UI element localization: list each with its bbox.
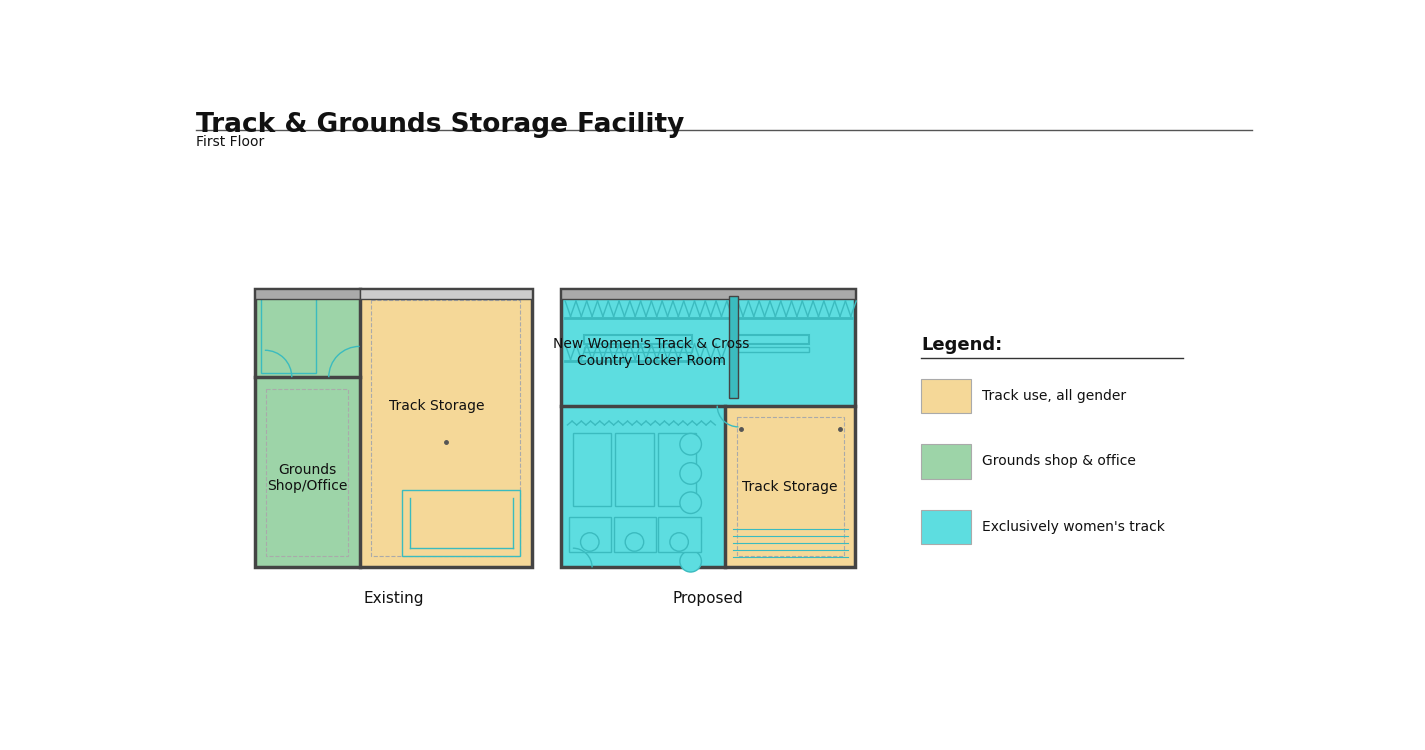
Bar: [561, 289, 855, 568]
Bar: [730, 296, 738, 398]
Circle shape: [580, 532, 598, 551]
Circle shape: [680, 492, 701, 514]
Bar: [261, 295, 316, 374]
Bar: [616, 433, 654, 506]
Text: Track use, all gender: Track use, all gender: [982, 388, 1127, 403]
Text: Track Storage: Track Storage: [389, 399, 485, 412]
Text: Proposed: Proposed: [673, 590, 744, 605]
Bar: [732, 334, 809, 344]
Bar: [569, 518, 611, 552]
Bar: [561, 289, 855, 406]
Text: Legend:: Legend:: [921, 337, 1002, 355]
Text: First Floor: First Floor: [195, 135, 264, 148]
Bar: [614, 518, 656, 552]
Bar: [921, 379, 970, 413]
Bar: [255, 289, 359, 299]
Bar: [370, 300, 520, 556]
Bar: [402, 490, 520, 556]
Bar: [921, 444, 970, 478]
Bar: [359, 289, 532, 299]
Circle shape: [626, 532, 644, 551]
Text: Grounds
Shop/Office: Grounds Shop/Office: [266, 463, 348, 494]
Bar: [725, 406, 855, 568]
Circle shape: [670, 532, 688, 551]
Bar: [921, 510, 970, 544]
Bar: [255, 289, 532, 568]
Bar: [561, 406, 725, 568]
Text: Exclusively women's track: Exclusively women's track: [982, 520, 1166, 533]
Circle shape: [680, 463, 701, 484]
Bar: [561, 289, 855, 299]
Bar: [732, 347, 809, 352]
Bar: [584, 347, 693, 352]
Bar: [266, 388, 348, 556]
Bar: [573, 433, 611, 506]
Bar: [657, 433, 695, 506]
Bar: [658, 518, 701, 552]
Bar: [584, 334, 693, 344]
Circle shape: [680, 521, 701, 543]
Text: Existing: Existing: [363, 590, 423, 605]
Bar: [255, 289, 359, 568]
Bar: [409, 498, 513, 548]
Text: Track Storage: Track Storage: [742, 479, 838, 494]
Circle shape: [680, 550, 701, 572]
Text: Track & Grounds Storage Facility: Track & Grounds Storage Facility: [195, 112, 684, 137]
Text: New Women's Track & Cross
Country Locker Room: New Women's Track & Cross Country Locker…: [553, 338, 750, 368]
Bar: [359, 289, 532, 568]
Text: Grounds shop & office: Grounds shop & office: [982, 454, 1136, 468]
Circle shape: [680, 433, 701, 455]
Bar: [737, 417, 844, 556]
